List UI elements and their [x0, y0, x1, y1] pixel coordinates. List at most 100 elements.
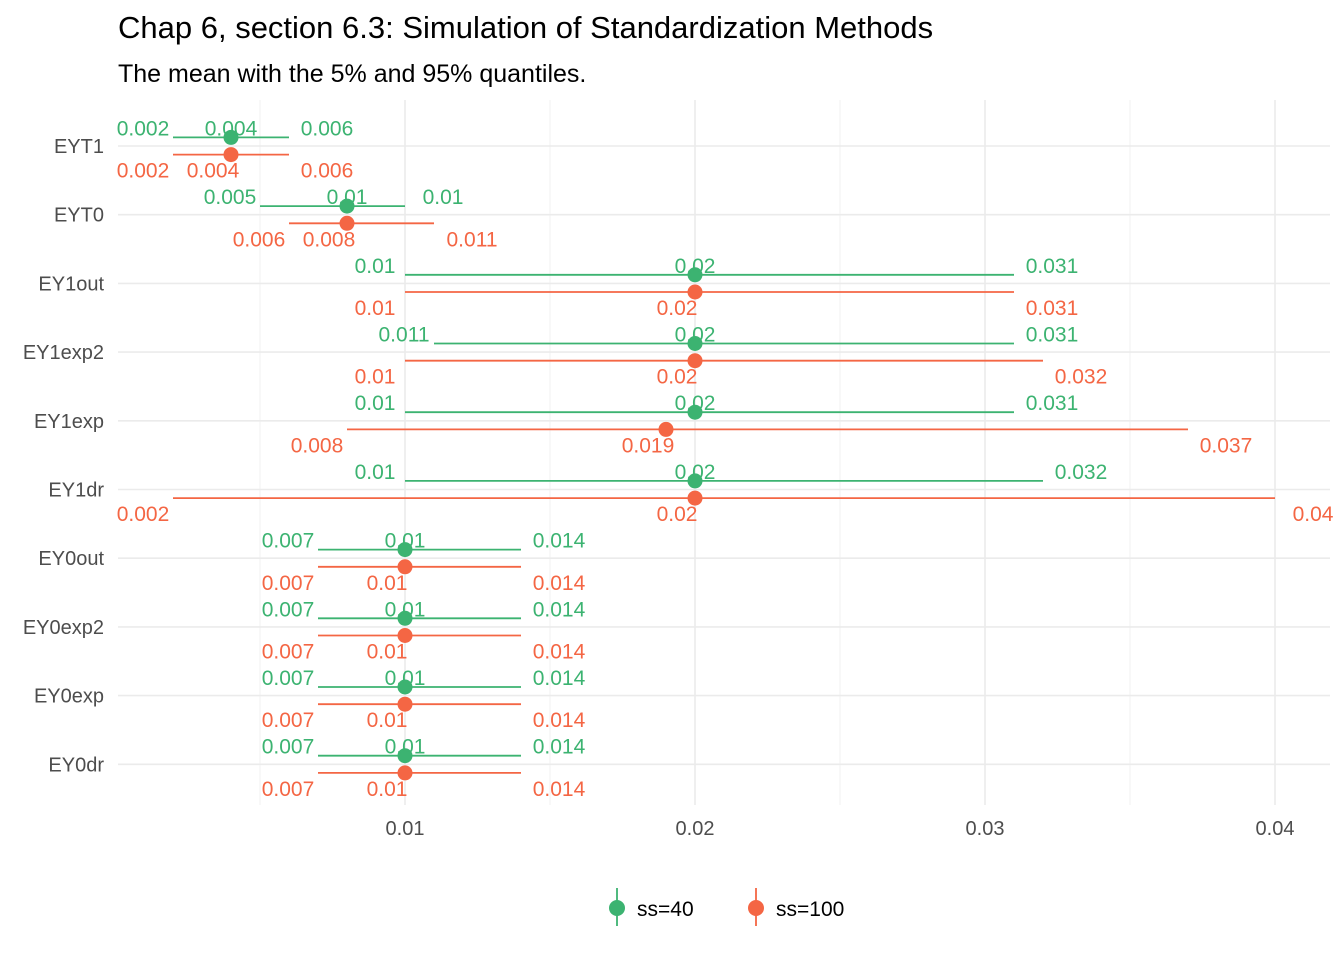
data-label: 0.01: [327, 186, 368, 209]
mean-point: [397, 559, 413, 575]
mean-point: [687, 336, 703, 351]
data-label: 0.011: [379, 324, 430, 347]
y-tick-label: EY1exp: [34, 411, 104, 433]
data-label: 0.01: [355, 297, 396, 320]
mean-point: [397, 610, 413, 626]
legend-label: ss=40: [637, 898, 694, 921]
data-label: 0.01: [355, 366, 396, 389]
chart-title: Chap 6, section 6.3: Simulation of Stand…: [118, 10, 934, 45]
data-label: 0.006: [301, 117, 354, 140]
data-label: 0.011: [447, 228, 498, 251]
data-label: 0.007: [262, 736, 315, 759]
y-tick-label: EY0exp: [34, 686, 104, 708]
data-label: 0.04: [1293, 503, 1334, 526]
x-tick-label: 0.04: [1256, 818, 1295, 840]
x-tick-label: 0.03: [966, 818, 1005, 840]
data-label: 0.037: [1200, 434, 1253, 457]
data-label: 0.01: [385, 736, 426, 759]
data-label: 0.007: [262, 572, 315, 595]
data-label: 0.031: [1026, 324, 1079, 347]
data-label: 0.002: [117, 503, 170, 526]
y-tick-label: EY1out: [38, 273, 104, 295]
chart-subtitle: The mean with the 5% and 95% quantiles.: [118, 60, 587, 88]
data-label: 0.032: [1055, 461, 1108, 484]
data-label: 0.02: [657, 503, 698, 526]
mean-point: [658, 421, 674, 437]
legend-key-point: [748, 900, 764, 916]
mean-point: [687, 284, 703, 300]
data-label: 0.031: [1026, 255, 1079, 278]
data-label: 0.005: [204, 186, 257, 209]
data-label: 0.02: [657, 297, 698, 320]
data-label: 0.006: [233, 228, 286, 251]
data-label: 0.014: [533, 667, 586, 690]
x-tick-label: 0.01: [386, 818, 425, 840]
data-label: 0.014: [533, 598, 586, 621]
mean-point: [223, 147, 239, 163]
data-label: 0.014: [533, 572, 586, 595]
data-label: 0.007: [262, 778, 315, 801]
data-label: 0.01: [367, 572, 408, 595]
data-label: 0.01: [355, 255, 396, 278]
y-tick-label: EY0out: [38, 548, 104, 570]
data-label: 0.014: [533, 709, 586, 732]
legend-label: ss=100: [776, 898, 844, 921]
data-label: 0.02: [657, 366, 698, 389]
data-label: 0.01: [367, 778, 408, 801]
mean-point: [397, 765, 413, 781]
data-label: 0.007: [262, 530, 315, 553]
data-label: 0.01: [367, 709, 408, 732]
mean-point: [397, 542, 413, 558]
data-label: 0.031: [1026, 297, 1079, 320]
data-label: 0.007: [262, 709, 315, 732]
data-label: 0.01: [385, 598, 426, 621]
mean-point: [397, 696, 413, 712]
data-label: 0.004: [205, 117, 258, 140]
data-label: 0.02: [675, 255, 716, 278]
data-label: 0.01: [355, 461, 396, 484]
data-label: 0.02: [675, 324, 716, 347]
data-label: 0.014: [533, 641, 586, 664]
mean-point: [687, 473, 703, 489]
data-label: 0.01: [385, 530, 426, 553]
y-tick-label: EYT0: [54, 205, 104, 227]
mean-point: [223, 129, 239, 145]
data-label: 0.007: [262, 598, 315, 621]
y-tick-label: EYT1: [54, 136, 104, 158]
legend-key-point: [609, 900, 625, 916]
data-label: 0.01: [423, 186, 464, 209]
mean-point: [687, 353, 703, 369]
y-tick-label: EY1exp2: [23, 342, 104, 364]
data-label: 0.01: [367, 641, 408, 664]
data-label: 0.01: [385, 667, 426, 690]
data-label: 0.007: [262, 641, 315, 664]
mean-point: [397, 679, 413, 695]
y-tick-label: EY0exp2: [23, 617, 104, 639]
data-label: 0.007: [262, 667, 315, 690]
data-label: 0.014: [533, 736, 586, 759]
mean-point: [339, 198, 355, 214]
data-label: 0.019: [622, 434, 675, 457]
data-label: 0.002: [117, 160, 170, 183]
mean-point: [687, 267, 703, 283]
data-label: 0.031: [1026, 392, 1079, 415]
mean-point: [687, 490, 703, 506]
data-label: 0.014: [533, 530, 586, 553]
x-tick-label: 0.02: [676, 818, 715, 840]
mean-point: [687, 404, 703, 420]
mean-point: [397, 628, 413, 643]
data-label: 0.008: [303, 228, 356, 251]
data-label: 0.006: [301, 160, 354, 183]
y-tick-label: EY0dr: [48, 754, 104, 776]
data-label: 0.02: [675, 392, 716, 415]
mean-point: [397, 748, 413, 764]
data-label: 0.01: [355, 392, 396, 415]
data-label: 0.02: [675, 461, 716, 484]
data-label: 0.008: [291, 434, 344, 457]
data-label: 0.002: [117, 117, 170, 140]
data-label: 0.004: [187, 160, 240, 183]
mean-point: [339, 215, 355, 231]
y-tick-label: EY1dr: [48, 480, 104, 502]
data-label: 0.014: [533, 778, 586, 801]
